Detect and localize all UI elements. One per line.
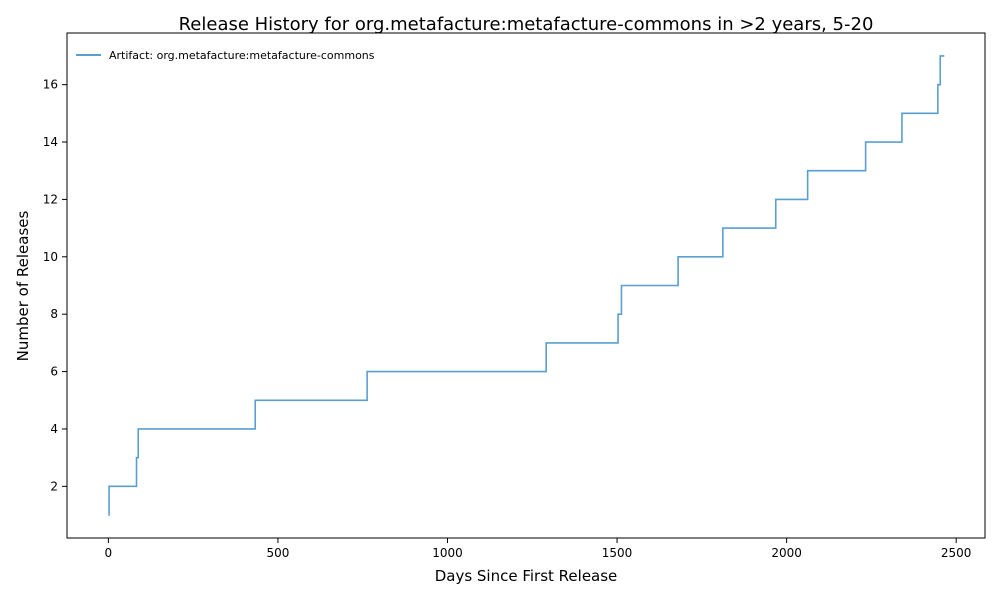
y-tick-label: 4 (50, 422, 58, 436)
x-tick-label: 1500 (602, 546, 633, 560)
release-step-line (108, 55, 945, 516)
x-tick-label: 1000 (432, 546, 463, 560)
x-tick-label: 2000 (771, 546, 802, 560)
y-tick-label: 16 (43, 78, 58, 92)
plot-area (66, 32, 986, 539)
x-axis-ticks: 0 500 1000 1500 2000 2500 (105, 538, 972, 560)
y-tick-label: 14 (43, 135, 58, 149)
y-tick-label: 6 (50, 365, 58, 379)
y-tick-label: 2 (50, 479, 58, 493)
y-axis-label: Number of Releases (14, 210, 32, 361)
y-tick-label: 8 (50, 307, 58, 321)
legend-label: Artifact: org.metafacture:metafacture-co… (109, 49, 375, 62)
x-axis-label: Days Since First Release (435, 567, 618, 585)
y-axis-ticks: 2 4 6 8 10 12 14 16 (43, 78, 67, 493)
chart-title: Release History for org.metafacture:meta… (179, 14, 874, 35)
y-tick-label: 10 (43, 250, 58, 264)
x-tick-label: 500 (266, 546, 289, 560)
x-tick-label: 2500 (941, 546, 972, 560)
y-tick-label: 12 (43, 192, 58, 206)
legend: Artifact: org.metafacture:metafacture-co… (76, 49, 375, 62)
x-tick-label: 0 (105, 546, 113, 560)
